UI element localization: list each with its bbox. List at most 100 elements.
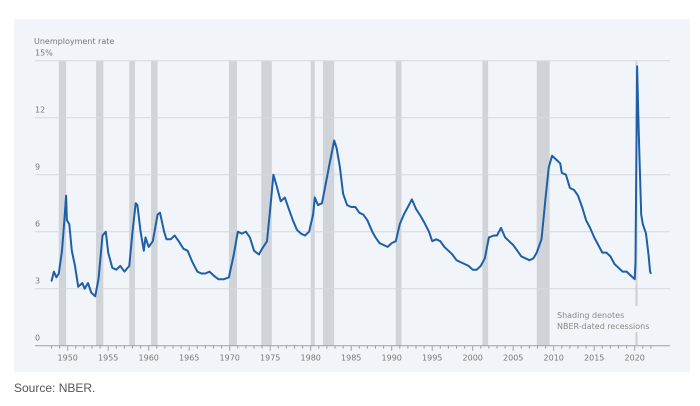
data-point <box>128 265 130 267</box>
data-point <box>55 276 57 278</box>
data-point <box>383 244 385 246</box>
data-point <box>500 227 502 229</box>
data-point <box>272 174 275 176</box>
data-point <box>589 227 591 229</box>
data-point <box>115 269 117 271</box>
data-point <box>68 223 70 225</box>
data-point <box>617 267 620 269</box>
data-point <box>559 162 561 164</box>
data-point <box>634 278 636 280</box>
data-point <box>573 189 575 191</box>
recession-band <box>151 60 158 346</box>
data-point <box>504 236 506 238</box>
data-point <box>212 274 215 276</box>
data-point <box>650 272 652 275</box>
data-point <box>119 265 121 267</box>
data-point <box>451 253 454 256</box>
data-point <box>468 265 470 267</box>
data-point <box>443 246 445 248</box>
data-point <box>97 278 100 280</box>
data-point <box>71 250 73 252</box>
data-point <box>391 242 393 244</box>
data-point <box>645 233 647 235</box>
annotation-text: NBER-dated recessions <box>557 322 649 331</box>
data-point <box>374 236 377 238</box>
data-point <box>87 282 89 284</box>
data-point <box>90 291 92 294</box>
x-tick-label: 1950 <box>58 354 78 363</box>
data-point <box>144 236 147 238</box>
data-point <box>493 234 495 237</box>
recession-band <box>129 60 135 346</box>
data-point <box>399 223 401 225</box>
recession-band <box>322 60 335 346</box>
data-point <box>174 234 176 237</box>
data-point <box>638 134 640 136</box>
y-tick-label: 6 <box>35 220 40 229</box>
data-point <box>280 200 282 202</box>
data-point <box>551 155 553 157</box>
data-point <box>647 253 650 256</box>
data-point <box>411 198 413 200</box>
data-point <box>439 240 441 242</box>
data-point <box>447 250 449 252</box>
y-tick-label: 12 <box>35 106 45 115</box>
data-point <box>136 204 138 206</box>
data-point <box>143 250 145 252</box>
data-point <box>296 229 298 231</box>
data-point <box>634 261 637 263</box>
data-point <box>178 240 180 242</box>
data-point <box>223 278 225 280</box>
data-point <box>407 206 409 208</box>
x-tick-label: 1970 <box>220 354 240 363</box>
data-point <box>308 231 310 233</box>
recession-band <box>310 60 315 346</box>
unemployment-line <box>50 65 652 298</box>
data-point <box>304 234 306 237</box>
x-tick-label: 1975 <box>260 354 280 363</box>
data-point <box>636 65 638 67</box>
data-point <box>266 240 268 242</box>
data-point <box>395 240 397 242</box>
data-point <box>354 206 356 208</box>
data-point <box>577 195 579 197</box>
annotation-background <box>555 306 645 332</box>
data-point <box>288 208 290 210</box>
data-point <box>101 234 104 237</box>
data-point <box>516 250 518 252</box>
data-point <box>358 212 360 214</box>
data-point <box>50 280 53 282</box>
data-point <box>597 244 599 246</box>
data-point <box>169 238 172 240</box>
data-point <box>649 271 651 273</box>
data-point <box>237 231 239 233</box>
data-point <box>366 219 368 221</box>
y-tick-label: 0 <box>35 334 40 343</box>
data-point <box>371 231 373 233</box>
data-point <box>609 255 612 257</box>
data-point <box>362 214 364 216</box>
data-point <box>459 261 462 263</box>
data-point <box>157 214 159 216</box>
data-point <box>480 265 482 267</box>
data-point <box>555 158 557 161</box>
data-point <box>621 271 624 273</box>
data-point <box>342 193 344 195</box>
data-point <box>148 246 150 248</box>
data-point <box>135 202 137 204</box>
data-point <box>312 214 314 216</box>
data-point <box>74 265 76 267</box>
data-point <box>464 263 466 265</box>
recession-band <box>482 60 489 346</box>
recession-band <box>536 60 550 346</box>
x-tick-label: 1960 <box>139 354 159 363</box>
x-tick-label: 1980 <box>301 354 321 363</box>
recession-band <box>261 60 272 346</box>
data-point <box>182 248 185 250</box>
x-tick-label: 2010 <box>544 354 564 363</box>
data-point <box>540 238 543 240</box>
data-point <box>415 208 417 210</box>
data-point <box>300 233 302 235</box>
data-point <box>601 252 603 254</box>
data-point <box>217 278 219 280</box>
